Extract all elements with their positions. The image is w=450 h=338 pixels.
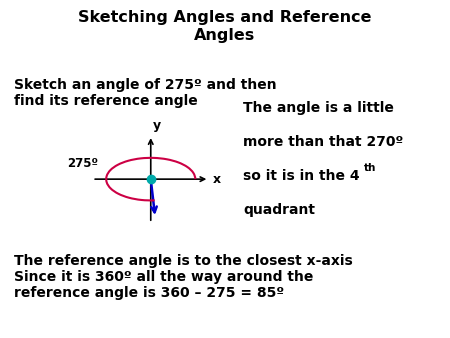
Text: The reference angle is to the closest x-axis
Since it is 360º all the way around: The reference angle is to the closest x-… (14, 254, 352, 300)
Text: th: th (364, 163, 376, 173)
Text: Sketching Angles and Reference
Angles: Sketching Angles and Reference Angles (78, 10, 372, 43)
Text: y: y (153, 120, 161, 132)
Text: x: x (213, 173, 221, 186)
Text: quadrant: quadrant (243, 203, 315, 217)
Text: 275º: 275º (67, 157, 98, 170)
Text: more than that 270º: more than that 270º (243, 135, 403, 149)
Text: so it is in the 4: so it is in the 4 (243, 169, 360, 183)
Text: Sketch an angle of 275º and then
find its reference angle: Sketch an angle of 275º and then find it… (14, 78, 276, 108)
Text: The angle is a little: The angle is a little (243, 101, 394, 115)
